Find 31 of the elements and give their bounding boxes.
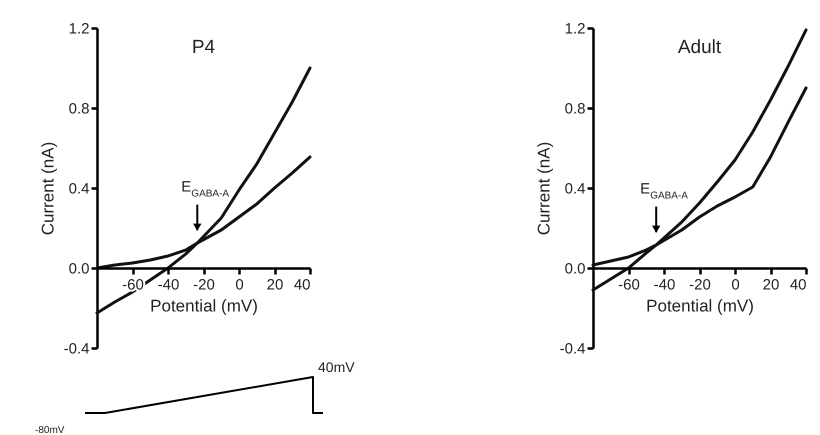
x-tick-label: -60 bbox=[618, 276, 640, 294]
line-series bbox=[592, 28, 808, 292]
y-axis-title: Current (nA) bbox=[38, 142, 58, 236]
line-series bbox=[96, 66, 312, 314]
y-tick-label: 0.0 bbox=[564, 260, 586, 278]
x-tick-label: 40 bbox=[294, 276, 310, 294]
y-tick-label: -0.4 bbox=[64, 340, 90, 358]
y-tick-label: 1.2 bbox=[68, 20, 90, 38]
chart-title: P4 bbox=[192, 37, 216, 58]
x-tick-label: 20 bbox=[266, 276, 284, 294]
x-tick-label: -20 bbox=[193, 276, 215, 294]
x-tick-label: -40 bbox=[654, 276, 676, 294]
y-tick-label: 0.0 bbox=[68, 260, 90, 278]
x-tick-label: 0 bbox=[731, 276, 740, 294]
y-tick-label: 0.8 bbox=[68, 100, 90, 118]
x-tick-label: 20 bbox=[762, 276, 780, 294]
voltage-ramp-diagram: 40mV -80mV bbox=[0, 360, 400, 435]
x-tick-label: 40 bbox=[790, 276, 806, 294]
y-tick-label: 1.2 bbox=[564, 20, 586, 38]
x-tick-label: -60 bbox=[122, 276, 144, 294]
y-tick-label: 0.8 bbox=[564, 100, 586, 118]
x-axis-title: Potential (mV) bbox=[150, 296, 258, 316]
y-axis-title: Current (nA) bbox=[534, 142, 554, 236]
x-tick-label: -20 bbox=[689, 276, 711, 294]
y-tick-label: 0.4 bbox=[68, 180, 90, 198]
x-tick-label: 0 bbox=[235, 276, 244, 294]
x-axis-title: Potential (mV) bbox=[646, 296, 754, 316]
x-tick-label: -40 bbox=[158, 276, 180, 294]
y-tick-label: 0.4 bbox=[564, 180, 586, 198]
y-tick-label: -0.4 bbox=[560, 340, 586, 358]
chart-title: Adult bbox=[678, 37, 722, 58]
